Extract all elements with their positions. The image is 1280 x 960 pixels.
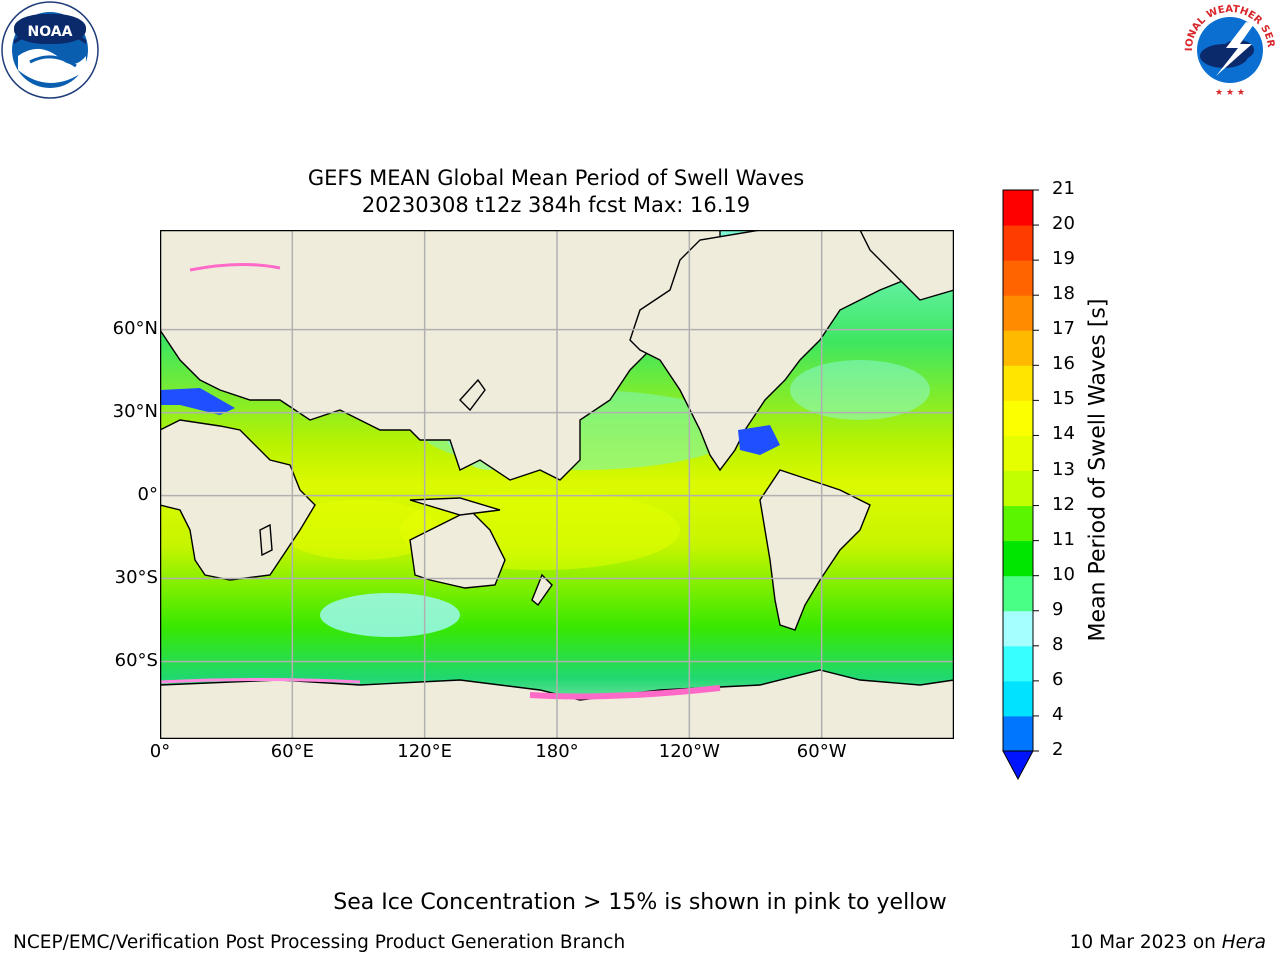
longitude-label: 60°W	[796, 741, 847, 762]
colorbar-segment	[1003, 470, 1033, 507]
map-title: GEFS MEAN Global Mean Period of Swell Wa…	[307, 166, 805, 190]
latitude-label: 30°N	[112, 400, 158, 422]
colorbar-segment	[1003, 435, 1033, 471]
gulf-of-mexico	[738, 425, 780, 455]
colorbar-segment	[1003, 190, 1033, 226]
madagascar-land	[259, 523, 273, 557]
generation-host: Hera	[1221, 932, 1266, 953]
generation-date: 10 Mar 2023 on Hera	[1070, 932, 1266, 953]
colorbar-tick-label: 21	[1052, 178, 1075, 199]
colorbar-tick-label: 6	[1052, 668, 1064, 690]
new-zealand-land	[531, 573, 553, 607]
swell-patch	[280, 500, 440, 560]
producer-credit: NCEP/EMC/Verification Post Processing Pr…	[13, 932, 626, 953]
colorbar-tick-label: 14	[1052, 423, 1075, 445]
latitude-label: 60°S	[114, 649, 158, 671]
latitude-label: 30°S	[114, 566, 158, 588]
colorbar-segment	[1003, 575, 1033, 612]
colorbar-segment	[1003, 330, 1033, 366]
colorbar-tick-label: 13	[1052, 458, 1075, 480]
colorbar-segment	[1003, 260, 1033, 296]
colorbar-tick-label: 2	[1052, 739, 1064, 760]
colorbar-label: Mean Period of Swell Waves [s]	[1085, 298, 1111, 642]
sea-ice-note: Sea Ice Concentration > 15% is shown in …	[333, 890, 947, 915]
colorbar-segment	[1003, 225, 1033, 261]
indonesia-land	[409, 497, 501, 516]
svg-text:★ ★ ★: ★ ★ ★	[1215, 88, 1245, 98]
colorbar-tick-label: 20	[1052, 213, 1075, 235]
swell-patch	[790, 360, 930, 420]
colorbar-segment	[1003, 365, 1033, 401]
longitude-label: 0°	[149, 741, 171, 762]
nws-logo: NATIONAL WEATHER SERVICE ★ ★ ★	[1176, 0, 1280, 100]
colorbar-tick-label: 17	[1052, 318, 1075, 340]
graticule	[160, 230, 954, 739]
sea-ice-edge	[160, 678, 361, 684]
noaa-logo: NOAA	[0, 0, 104, 100]
sea-ice-edge	[529, 685, 721, 700]
colorbar-tick-label: 18	[1052, 283, 1075, 305]
longitude-label: 120°W	[658, 741, 720, 762]
mediterranean-sea	[160, 388, 235, 415]
latitude-label: 0°	[137, 483, 158, 505]
longitude-label: 180°	[535, 741, 579, 762]
colorbar-tick-label: 4	[1052, 703, 1064, 725]
swell-period-map	[160, 230, 954, 739]
colorbar-segment	[1003, 540, 1033, 577]
colorbar-tick-label: 9	[1052, 598, 1064, 620]
latitude-label: 60°N	[112, 317, 158, 339]
land	[160, 230, 954, 739]
sea-ice-edge	[189, 262, 281, 272]
map-frame	[160, 230, 954, 739]
colorbar	[1002, 189, 1039, 781]
colorbar-segment	[1003, 645, 1033, 682]
colorbar-segment	[1003, 400, 1033, 436]
generation-date-text: 10 Mar 2023 on	[1069, 932, 1222, 953]
colorbar-segment	[1003, 715, 1033, 752]
colorbar-extend-arrow	[1002, 750, 1034, 781]
colorbar-segment	[1003, 295, 1033, 331]
colorbar-segment	[1003, 610, 1033, 647]
colorbar-tick-label: 16	[1052, 353, 1075, 375]
longitude-label: 120°E	[397, 741, 453, 762]
japan-land	[459, 378, 486, 412]
colorbar-tick-label: 19	[1052, 248, 1075, 270]
longitude-label: 60°E	[270, 741, 314, 762]
africa-land	[160, 419, 316, 581]
greenland-land	[859, 230, 954, 301]
colorbar-tick-label: 12	[1052, 493, 1075, 515]
map-subtitle: 20230308 t12z 384h fcst Max: 16.19	[361, 193, 751, 217]
colorbar-segment	[1003, 505, 1033, 542]
colorbar-tick-label: 11	[1052, 528, 1075, 550]
colorbar-tick-label: 10	[1052, 563, 1075, 585]
noaa-wordmark: NOAA	[28, 24, 73, 40]
colorbar-tick-label: 8	[1052, 633, 1064, 655]
colorbar-segment	[1003, 680, 1033, 717]
swell-patch	[320, 593, 460, 637]
colorbar-tick-label: 15	[1052, 388, 1075, 410]
